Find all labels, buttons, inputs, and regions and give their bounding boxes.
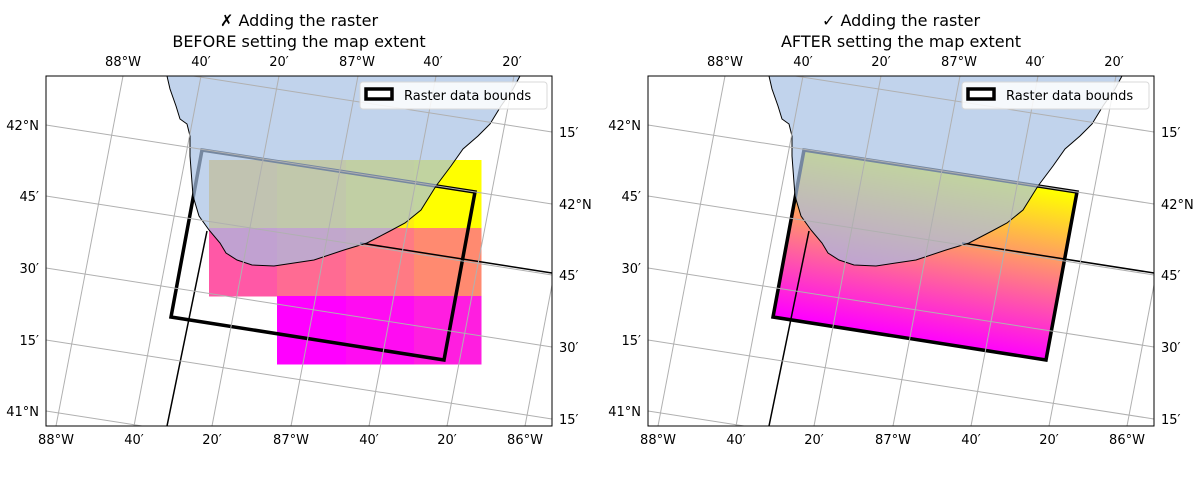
meridian-gridline — [735, 76, 804, 426]
top-tick-label: 87°W — [339, 55, 375, 70]
state-border-line — [961, 242, 1154, 274]
legend: Raster data bounds — [359, 81, 548, 110]
top-tick-label: 40′ — [1025, 55, 1045, 70]
legend-label: Raster data bounds — [1006, 89, 1133, 104]
meridian-gridline — [524, 282, 552, 426]
panel-subtitle: BEFORE setting the map extent — [172, 32, 425, 51]
meridian-gridline — [133, 76, 202, 426]
bottom-tick-label: 20′ — [1039, 433, 1059, 448]
state-border-line — [166, 230, 208, 426]
top-tick-label: 87°W — [941, 55, 977, 70]
right-tick-label: 42°N — [559, 198, 592, 213]
coastline — [166, 76, 521, 267]
parallel-gridline — [648, 410, 748, 426]
parallel-gridline — [190, 76, 552, 133]
top-tick-label: 20′ — [269, 55, 289, 70]
top-tick-label: 20′ — [871, 55, 891, 70]
top-tick-label: 40′ — [423, 55, 443, 70]
parallel-gridline — [792, 76, 1154, 133]
parallel-gridline — [648, 124, 1154, 205]
right-tick-label: 15′ — [1161, 126, 1181, 141]
bottom-tick-label: 20′ — [437, 433, 457, 448]
bottom-tick-label: 86°W — [1109, 433, 1145, 448]
top-tick-label: 88°W — [105, 55, 141, 70]
parallel-gridline — [46, 195, 552, 276]
top-tick-label: 40′ — [793, 55, 813, 70]
right-tick-label: 45′ — [1161, 269, 1181, 284]
bottom-tick-label: 40′ — [961, 433, 981, 448]
top-tick-label: 88°W — [707, 55, 743, 70]
parallel-gridline — [46, 410, 146, 426]
left-tick-label: 42°N — [6, 119, 39, 134]
right-tick-label: 45′ — [559, 269, 579, 284]
raster-cell — [277, 296, 347, 365]
parallel-gridline — [46, 124, 552, 205]
panel-title: ✓ Adding the raster — [822, 11, 980, 30]
meridian-gridline — [368, 76, 437, 426]
panel-title: ✗ Adding the raster — [220, 11, 378, 30]
bottom-tick-label: 20′ — [202, 433, 222, 448]
right-tick-label: 42°N — [1161, 198, 1194, 213]
right-tick-label: 15′ — [559, 126, 579, 141]
bottom-tick-label: 87°W — [875, 433, 911, 448]
left-tick-label: 42°N — [608, 119, 641, 134]
parallel-gridline — [648, 339, 1154, 420]
left-tick-label: 41°N — [6, 405, 39, 420]
meridian-gridline — [290, 76, 359, 426]
top-tick-label: 40′ — [191, 55, 211, 70]
left-tick-label: 45′ — [20, 190, 40, 205]
legend-swatch — [966, 87, 996, 101]
axes-frame — [45, 75, 553, 427]
meridian-gridline — [1126, 282, 1154, 426]
meridian-gridline — [970, 76, 1039, 426]
right-tick-label: 30′ — [1161, 341, 1181, 356]
legend: Raster data bounds — [961, 81, 1150, 110]
map-axes — [648, 76, 1154, 426]
axes-frame — [647, 75, 1155, 427]
legend-label: Raster data bounds — [404, 89, 531, 104]
coastline — [768, 76, 1123, 267]
bottom-tick-label: 20′ — [804, 433, 824, 448]
meridian-gridline — [1048, 76, 1117, 426]
legend-box — [961, 81, 1150, 110]
parallel-gridline — [46, 339, 552, 420]
meridian-gridline — [892, 76, 961, 426]
left-tick-label: 30′ — [622, 262, 642, 277]
parallel-gridline — [46, 267, 552, 348]
parallel-gridline — [648, 195, 1154, 276]
left-tick-label: 45′ — [622, 190, 642, 205]
left-tick-label: 15′ — [622, 334, 642, 349]
bottom-tick-label: 86°W — [507, 433, 543, 448]
map-axes — [46, 76, 552, 426]
map-panel-after: ✓ Adding the raster AFTER setting the map… — [608, 11, 1194, 448]
left-tick-label: 41°N — [608, 405, 641, 420]
top-tick-label: 20′ — [1104, 55, 1124, 70]
right-tick-label: 30′ — [559, 341, 579, 356]
meridian-gridline — [55, 76, 124, 426]
map-panel-before: ✗ Adding the raster BEFORE setting the ma… — [6, 11, 592, 448]
right-tick-label: 15′ — [1161, 413, 1181, 428]
bottom-tick-label: 87°W — [273, 433, 309, 448]
top-tick-label: 20′ — [502, 55, 522, 70]
meridian-gridline — [657, 76, 726, 426]
left-tick-label: 15′ — [20, 334, 40, 349]
legend-swatch — [364, 87, 394, 101]
state-border-line — [359, 242, 552, 274]
state-border-line — [768, 230, 810, 426]
bottom-tick-label: 40′ — [359, 433, 379, 448]
parallel-gridline — [648, 267, 1154, 348]
bottom-tick-label: 40′ — [726, 433, 746, 448]
bottom-tick-label: 40′ — [124, 433, 144, 448]
meridian-gridline — [446, 76, 515, 426]
bottom-tick-label: 88°W — [38, 433, 74, 448]
legend-box — [359, 81, 548, 110]
panel-subtitle: AFTER setting the map extent — [781, 32, 1021, 51]
right-tick-label: 15′ — [559, 413, 579, 428]
bottom-tick-label: 88°W — [640, 433, 676, 448]
left-tick-label: 30′ — [20, 262, 40, 277]
